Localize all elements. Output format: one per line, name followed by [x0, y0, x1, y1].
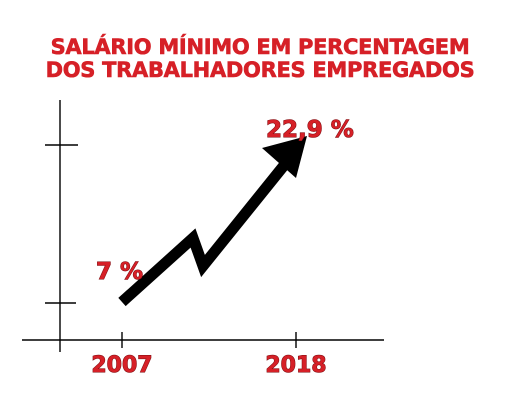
chart-title-line-1: SALÁRIO MÍNIMO EM PERCENTAGEM: [50, 35, 470, 59]
data-label-2018: 22,9 %: [266, 117, 354, 143]
x-tick-label-2018: 2018: [265, 353, 326, 378]
series-arrowhead: [262, 136, 307, 178]
chart-title-line-2: DOS TRABALHADORES EMPREGADOS: [45, 58, 475, 82]
data-label-2007: 7 %: [96, 259, 143, 285]
x-tick-label-2007: 2007: [91, 353, 152, 378]
series-line: [118, 154, 295, 307]
